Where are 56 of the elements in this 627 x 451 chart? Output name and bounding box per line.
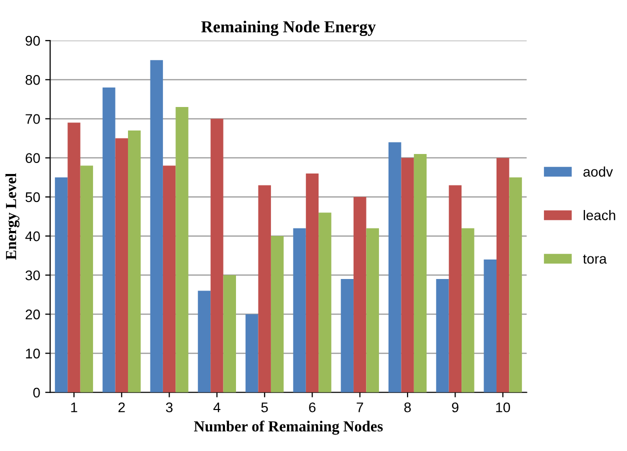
bar — [198, 290, 211, 392]
legend-label: leach — [584, 210, 616, 220]
bar — [484, 259, 496, 392]
y-tick-label: 70 — [26, 114, 40, 124]
bar — [128, 130, 141, 392]
bar — [210, 118, 224, 392]
x-tick-label: 7 — [356, 402, 364, 412]
x-tick-label: 4 — [213, 402, 220, 412]
y-tick-label: 30 — [26, 270, 40, 280]
bar — [223, 275, 236, 392]
x-tick-label: 6 — [309, 402, 316, 412]
bar — [509, 177, 522, 392]
bar — [448, 185, 462, 392]
bar — [366, 228, 379, 392]
bar — [162, 166, 176, 392]
bar — [436, 279, 449, 392]
bar — [462, 228, 474, 392]
x-tick-label: 3 — [166, 402, 173, 412]
y-tick-label: 0 — [33, 388, 40, 398]
bar — [54, 177, 68, 392]
bar — [115, 138, 128, 392]
bar — [293, 228, 306, 392]
bar — [388, 142, 402, 392]
y-tick-label: 20 — [26, 310, 40, 320]
bar — [306, 173, 319, 392]
x-tick-label: 8 — [404, 402, 411, 412]
y-axis-title: Energy Level — [5, 173, 20, 260]
x-tick-label: 2 — [118, 402, 125, 412]
legend-label: aodv — [583, 166, 613, 177]
x-tick-label: 5 — [261, 402, 268, 412]
bar — [414, 154, 427, 392]
y-tick-label: 40 — [25, 231, 40, 242]
y-tick-label: 50 — [26, 192, 40, 202]
x-axis-title: Number of Remaining Nodes — [194, 420, 383, 435]
bar — [258, 185, 271, 392]
chart-title: Remaining Node Energy — [201, 20, 376, 36]
y-tick-label: 80 — [26, 75, 40, 85]
bar — [246, 314, 258, 392]
bar — [102, 87, 116, 392]
bar — [318, 212, 332, 392]
legend-label: tora — [583, 254, 607, 264]
bar — [270, 236, 284, 392]
bar — [80, 166, 94, 392]
y-tick-label: 10 — [26, 348, 40, 358]
x-tick-label: 10 — [496, 402, 510, 412]
y-tick-label: 90 — [26, 36, 40, 46]
x-tick-label: 1 — [71, 402, 78, 412]
bar — [401, 158, 414, 392]
bar — [340, 279, 354, 392]
bar — [496, 158, 510, 392]
bar — [150, 60, 163, 392]
y-tick-label: 60 — [26, 153, 40, 164]
bar — [68, 122, 80, 392]
bar — [176, 107, 188, 392]
bar — [354, 196, 366, 392]
x-tick-label: 9 — [452, 402, 458, 412]
